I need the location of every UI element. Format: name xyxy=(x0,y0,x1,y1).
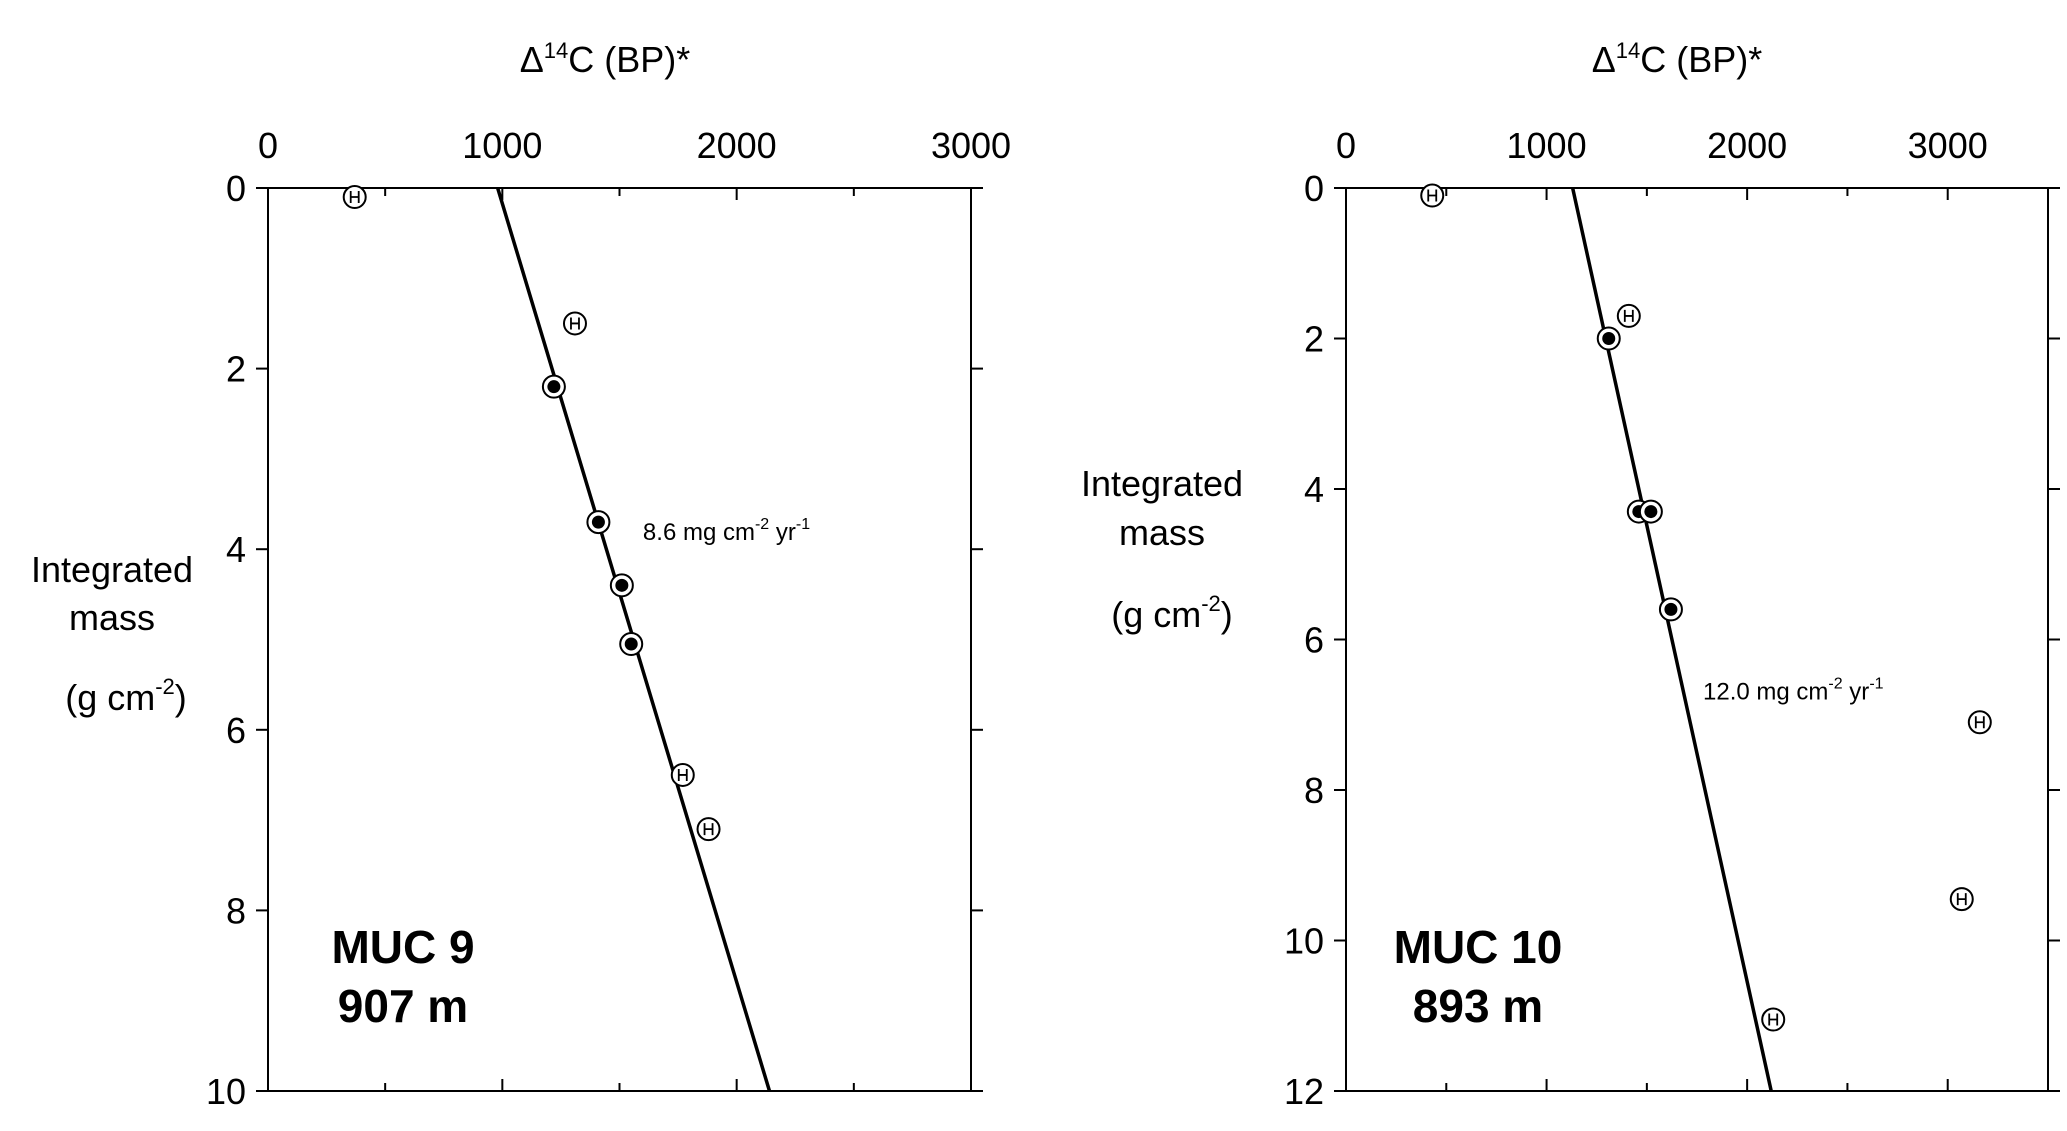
point-dot xyxy=(1602,332,1616,345)
y-tick-label: 0 xyxy=(1304,168,1324,209)
rate-annotation: 12.0 mg cm-2 yr-1 xyxy=(1703,676,1884,706)
data-points xyxy=(1420,183,1992,1032)
filled-circle-point xyxy=(1596,326,1621,351)
open-circle-point xyxy=(1949,887,1974,912)
y-tick-label: 8 xyxy=(226,890,246,931)
core-label: MUC 10 xyxy=(1394,921,1563,973)
open-circle-point xyxy=(1967,710,1992,735)
point-h-glyph xyxy=(1956,893,1967,906)
y-axis-title: Integrated mass (g cm-2) xyxy=(1081,463,1243,635)
y-axis-title-unit: (g cm-2) xyxy=(65,674,187,718)
y-axis-title-line1: Integrated xyxy=(1081,463,1243,504)
x-tick-label: 2000 xyxy=(697,125,777,166)
point-h-glyph xyxy=(1427,189,1438,202)
filled-circle-point xyxy=(586,510,611,535)
y-axis-title-line2: mass xyxy=(1119,512,1205,553)
x-tick-label: 0 xyxy=(258,125,278,166)
point-h-glyph xyxy=(1768,1013,1779,1026)
x-axis-title: Δ14C (BP)* xyxy=(520,38,691,80)
open-circle-point xyxy=(696,817,721,842)
open-circle-point xyxy=(562,311,587,336)
filled-circle-point xyxy=(609,573,634,598)
y-tick-label: 12 xyxy=(1284,1071,1324,1112)
y-axis-title: Integrated mass (g cm-2) xyxy=(31,549,193,718)
y-tick-label: 6 xyxy=(226,710,246,751)
filled-circle-point xyxy=(1658,597,1683,622)
y-tick-label: 2 xyxy=(1304,319,1324,360)
open-circle-point xyxy=(1616,303,1641,328)
plot-area: 0 1000 2000 3000 0 2 4 6 8 10 12 xyxy=(1284,125,2060,1112)
y-tick-label: 4 xyxy=(1304,469,1324,510)
x-axis-title: Δ14C (BP)* xyxy=(1592,38,1763,80)
point-dot xyxy=(591,515,605,529)
x-tick-label: 3000 xyxy=(1908,125,1988,166)
fit-line xyxy=(1570,187,1773,1092)
point-h-glyph xyxy=(703,823,714,836)
point-h-glyph xyxy=(570,317,580,330)
x-tick-label: 0 xyxy=(1336,125,1356,166)
depth-label: 907 m xyxy=(338,980,468,1032)
depth-label: 893 m xyxy=(1413,980,1543,1032)
y-axis-title-line2: mass xyxy=(69,597,155,638)
rate-annotation: 8.6 mg cm-2 yr-1 xyxy=(643,516,810,546)
point-dot xyxy=(547,380,561,394)
y-tick-label: 8 xyxy=(1304,770,1324,811)
point-dot xyxy=(624,637,638,651)
open-circle-point xyxy=(1761,1007,1786,1032)
fit-line-group xyxy=(1570,187,1773,1092)
y-tick-label: 6 xyxy=(1304,620,1324,661)
point-h-glyph xyxy=(677,768,688,781)
x-tick-label: 1000 xyxy=(1507,125,1587,166)
y-tick-label: 4 xyxy=(226,529,246,570)
filled-circle-point xyxy=(619,632,644,657)
point-h-glyph xyxy=(1623,309,1634,322)
y-axis-title-unit: (g cm-2) xyxy=(1111,591,1233,635)
open-circle-point xyxy=(670,762,695,787)
plot-area: 0 1000 2000 3000 0 2 4 6 8 10 xyxy=(206,125,1011,1112)
point-dot xyxy=(1644,505,1658,519)
data-points xyxy=(342,185,721,842)
point-h-glyph xyxy=(349,191,360,204)
point-dot xyxy=(615,578,629,592)
point-h-glyph xyxy=(1974,716,1985,729)
x-tick-label: 3000 xyxy=(931,125,1011,166)
y-tick-label: 2 xyxy=(226,349,246,390)
y-tick-label: 0 xyxy=(226,168,246,209)
filled-circle-point xyxy=(541,374,566,399)
open-circle-point xyxy=(1420,183,1445,208)
open-circle-point xyxy=(342,185,367,210)
core-label: MUC 9 xyxy=(331,921,474,973)
point-dot xyxy=(1664,602,1678,616)
filled-circle-point xyxy=(1638,499,1663,524)
y-axis-title-line1: Integrated xyxy=(31,549,193,590)
y-tick-label: 10 xyxy=(1284,921,1324,962)
x-tick-label: 2000 xyxy=(1707,125,1787,166)
chart-panel-muc10: Δ14C (BP)* Integrated mass (g cm-2) 0 100… xyxy=(1081,38,2060,1112)
y-tick-label: 10 xyxy=(206,1071,246,1112)
x-tick-label: 1000 xyxy=(462,125,542,166)
chart-panel-muc9: Δ14C (BP)* Integrated mass (g cm-2) 0 100… xyxy=(31,38,1011,1112)
